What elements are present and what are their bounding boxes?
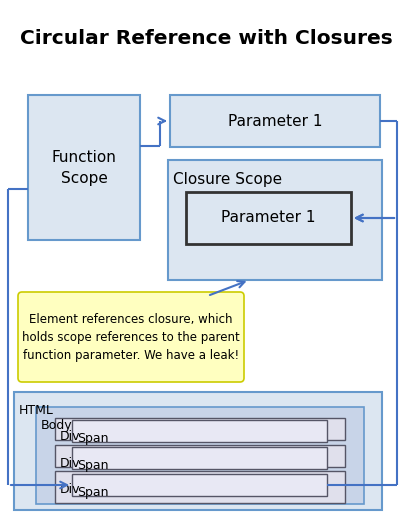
Bar (72, 420, 327, 442)
Bar (36, 407, 364, 504)
Text: HTML: HTML (19, 404, 54, 417)
Text: Element references closure, which
holds scope references to the parent
function : Element references closure, which holds … (22, 312, 240, 362)
Bar (28, 95, 140, 240)
Text: Closure Scope: Closure Scope (173, 172, 282, 187)
Text: Body: Body (41, 419, 73, 432)
FancyBboxPatch shape (18, 292, 244, 382)
Bar (168, 160, 382, 280)
Text: Span: Span (77, 486, 109, 499)
Text: Parameter 1: Parameter 1 (228, 113, 322, 129)
Text: Div: Div (60, 430, 81, 443)
Bar (55, 418, 345, 440)
Text: Parameter 1: Parameter 1 (221, 211, 316, 226)
Bar (14, 392, 382, 510)
Text: Span: Span (77, 459, 109, 472)
Bar (72, 447, 327, 469)
Text: Div: Div (60, 483, 81, 496)
Bar (72, 474, 327, 496)
Text: Function
Scope: Function Scope (52, 150, 116, 185)
Bar (55, 471, 345, 503)
Bar (170, 95, 380, 147)
Bar (55, 445, 345, 467)
Bar (186, 192, 351, 244)
Text: Circular Reference with Closures: Circular Reference with Closures (20, 28, 393, 47)
Text: Span: Span (77, 432, 109, 445)
Text: Div: Div (60, 457, 81, 470)
